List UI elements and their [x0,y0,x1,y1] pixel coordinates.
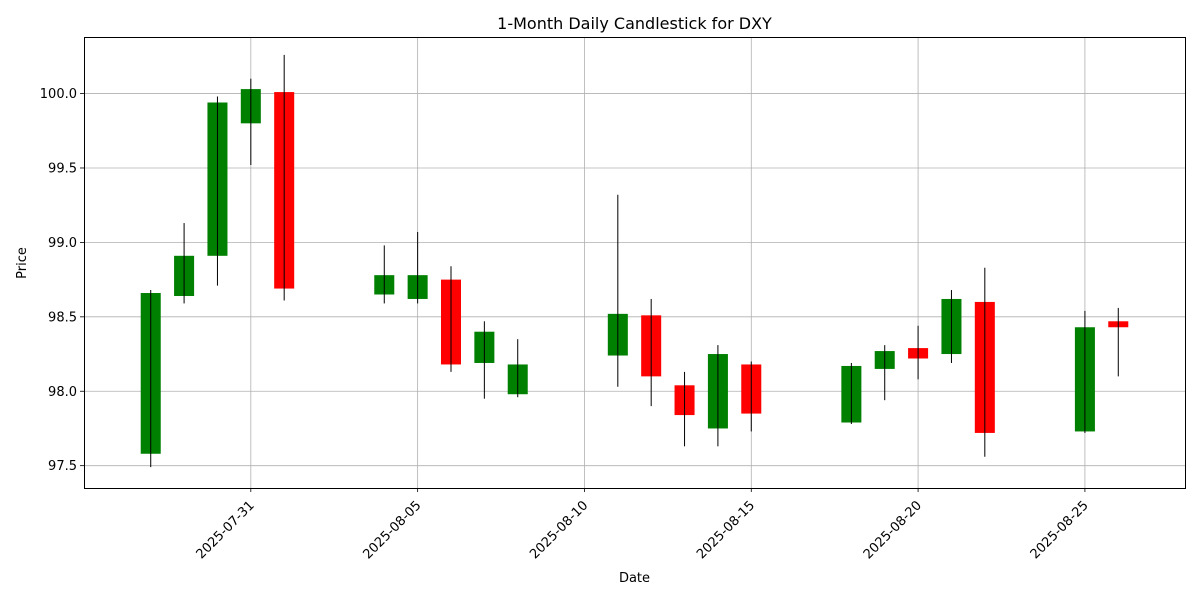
y-tick-label: 99.0 [48,236,77,251]
plot-frame [84,37,1186,489]
candle-down [440,266,462,372]
y-tick-label: 98.5 [48,310,77,325]
candle-up [874,345,895,401]
candle-up [1074,310,1095,433]
x-axis-label: Date [619,571,650,586]
candle-down [974,267,995,457]
candle-down [274,54,295,301]
y-tick-label: 97.5 [48,459,77,474]
y-axis-label: Price [15,247,30,279]
candle-down [741,361,762,432]
grid [84,37,1185,488]
y-tick-label: 100.0 [40,87,77,102]
y-tick-label: 99.5 [48,161,77,176]
candle-up [407,231,428,304]
y-tick-label: 98.0 [48,385,77,400]
candle-up [374,245,395,304]
candle-up [174,223,195,304]
candle-down [641,298,662,407]
candle-up [474,321,495,399]
candle-up [707,345,728,447]
candle-up [941,290,962,363]
y-axis-ticks: 97.5 98.0 98.5 99.0 99.5 100.0 [40,87,84,474]
candle-up [607,194,628,387]
candle-down [908,325,929,380]
candle-down [1108,307,1129,377]
candle-up [140,290,161,468]
candle-up [841,362,862,424]
candles [140,54,1129,468]
candle-down [674,371,695,447]
candle-up [507,339,528,398]
chart-title: 1-Month Daily Candlestick for DXY [497,14,772,33]
candle-up [240,78,261,166]
candle-up [207,96,228,286]
